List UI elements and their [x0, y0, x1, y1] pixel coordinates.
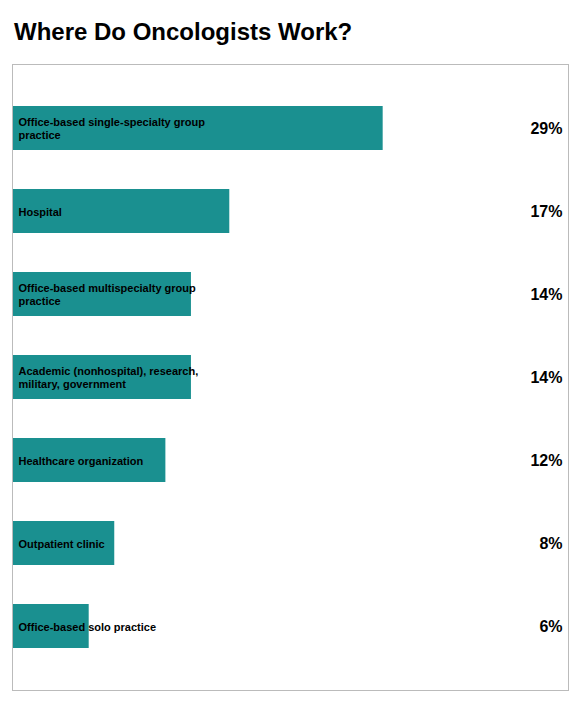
svg-text:8%: 8% — [539, 535, 562, 552]
svg-text:6%: 6% — [539, 618, 562, 635]
svg-text:14%: 14% — [530, 286, 562, 303]
svg-text:Healthcare organization: Healthcare organization — [19, 455, 144, 467]
svg-text:Office-based single-specialty: Office-based single-specialty grouppract… — [19, 116, 206, 141]
svg-text:29%: 29% — [530, 120, 562, 137]
svg-text:Office-based solo practice: Office-based solo practice — [19, 621, 157, 633]
svg-text:14%: 14% — [530, 369, 562, 386]
svg-text:Academic (nonhospital), resear: Academic (nonhospital), research,militar… — [19, 365, 199, 390]
svg-text:Outpatient clinic: Outpatient clinic — [19, 538, 105, 550]
svg-text:12%: 12% — [530, 452, 562, 469]
html-text:Where Do Oncologists Work?: Where Do Oncologists Work? — [14, 18, 353, 45]
svg-text:Hospital: Hospital — [19, 206, 62, 218]
svg-text:Office-based multispecialty gr: Office-based multispecialty grouppractic… — [19, 282, 197, 307]
svg-text:17%: 17% — [530, 203, 562, 220]
